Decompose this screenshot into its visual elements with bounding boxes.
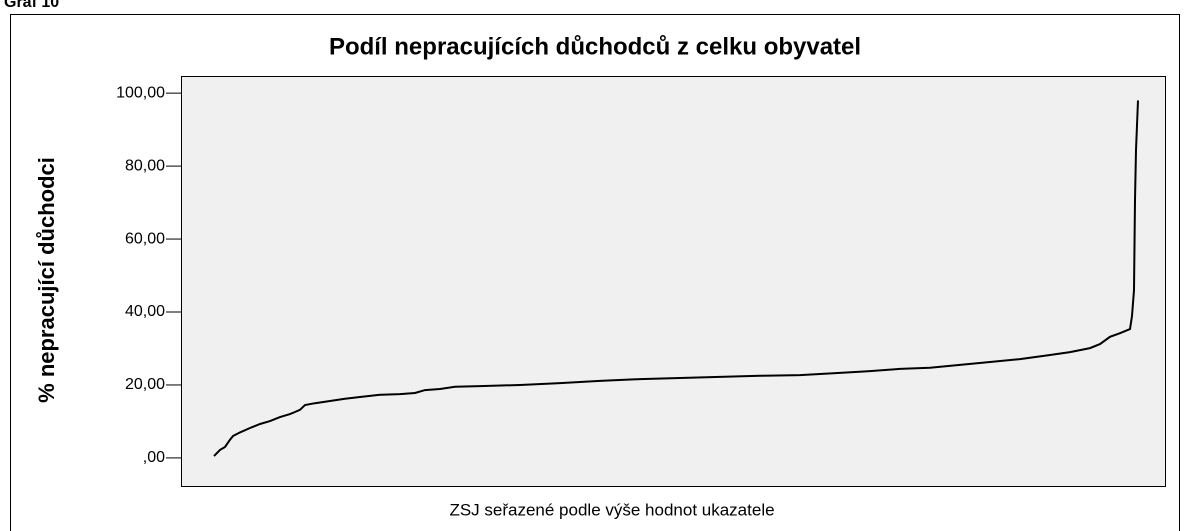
- y-tick-label: 80,00: [125, 157, 165, 174]
- y-tick-label: 40,00: [125, 303, 165, 320]
- heading: Graf 10: [4, 0, 59, 11]
- y-tick-label: 20,00: [125, 376, 165, 393]
- chart-title: Podíl nepracujících důchodců z celku oby…: [329, 33, 861, 60]
- data-line: [213, 100, 1139, 457]
- y-tick-label: 100,00: [116, 84, 165, 101]
- y-axis-label: % nepracující důchodci: [34, 157, 59, 403]
- plot-area: [181, 76, 1166, 487]
- y-tick-label: 60,00: [125, 230, 165, 247]
- y-tick-label: ,00: [143, 449, 165, 466]
- x-axis-label: ZSJ seřazené podle výše hodnot ukazatele: [449, 500, 774, 519]
